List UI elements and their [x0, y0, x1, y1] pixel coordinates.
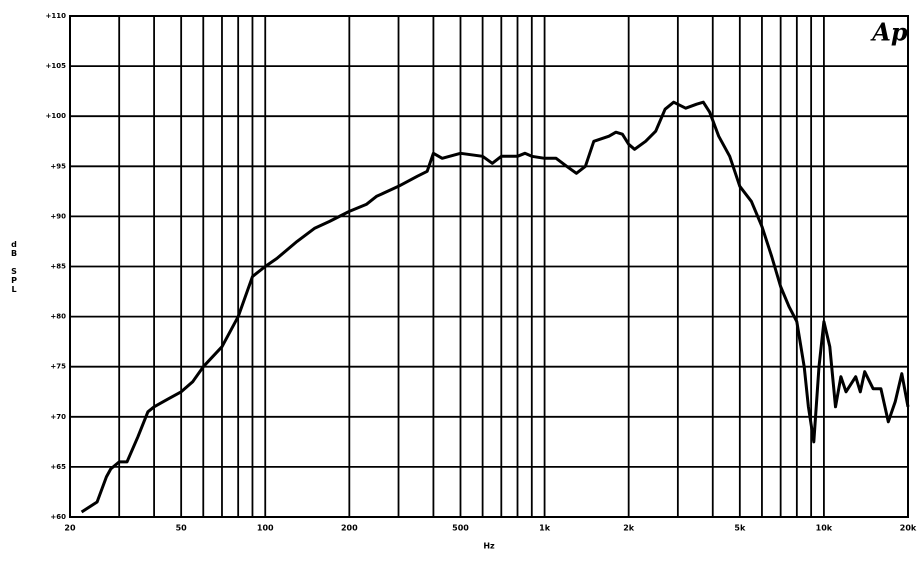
y-tick-label: +60 — [50, 513, 66, 521]
x-axis-label: Hz — [483, 542, 495, 551]
logo: Ap — [870, 18, 908, 47]
y-tick-label: +110 — [46, 12, 67, 20]
y-tick-label: +75 — [50, 363, 66, 371]
x-tick-label: 1k — [539, 524, 551, 533]
y-tick-label: +85 — [50, 263, 66, 271]
y-tick-label: +70 — [50, 413, 66, 421]
x-tick-label: 5k — [734, 524, 746, 533]
x-tick-label: 100 — [257, 524, 274, 533]
y-tick-label: +95 — [50, 162, 66, 170]
x-tick-label: 500 — [452, 524, 469, 533]
y-tick-label: +105 — [46, 62, 67, 70]
response-curve — [80, 100, 910, 514]
x-tick-label: 50 — [176, 524, 188, 533]
x-tick-label: 20 — [64, 524, 76, 533]
y-tick-label: +100 — [46, 112, 67, 120]
y-axis-label: dB SPL — [10, 240, 19, 294]
y-tick-label: +80 — [50, 313, 66, 321]
x-tick-label: 2k — [623, 524, 635, 533]
plot-frame — [69, 15, 909, 518]
x-tick-label: 200 — [341, 524, 358, 533]
y-tick-label: +65 — [50, 463, 66, 471]
y-tick-label: +90 — [50, 212, 66, 220]
x-tick-label: 20k — [900, 524, 917, 533]
x-tick-label: 10k — [816, 524, 833, 533]
